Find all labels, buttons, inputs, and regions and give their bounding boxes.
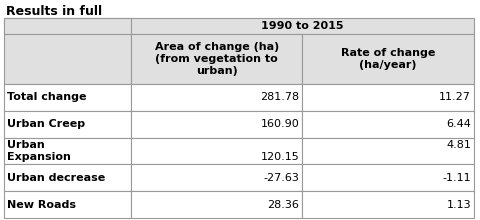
Text: Urban decrease: Urban decrease (7, 173, 105, 183)
Bar (131, 34, 302, 84)
Bar (4, 111, 131, 138)
Text: 11.27: 11.27 (439, 92, 471, 102)
Text: Area of change (ha)
(from vegetation to
urban): Area of change (ha) (from vegetation to … (155, 42, 279, 76)
Text: Total change: Total change (7, 92, 86, 102)
Bar (302, 111, 474, 138)
Bar (302, 138, 474, 164)
Text: New Roads: New Roads (7, 200, 76, 210)
Text: Expansion: Expansion (7, 152, 71, 162)
Text: -1.11: -1.11 (443, 173, 471, 183)
Text: 281.78: 281.78 (260, 92, 300, 102)
Text: -27.63: -27.63 (264, 173, 300, 183)
Bar (131, 84, 302, 111)
Bar (131, 111, 302, 138)
Text: 1990 to 2015: 1990 to 2015 (261, 21, 344, 31)
Bar (302, 34, 474, 84)
Bar (4, 84, 131, 111)
Text: 28.36: 28.36 (267, 200, 300, 210)
Text: 120.15: 120.15 (261, 152, 300, 162)
Bar (302, 191, 474, 218)
Bar (4, 18, 474, 34)
Bar (131, 138, 302, 164)
Bar (131, 164, 302, 191)
Text: Urban: Urban (7, 140, 45, 150)
Text: 6.44: 6.44 (446, 119, 471, 129)
Bar (302, 84, 474, 111)
Bar (131, 191, 302, 218)
Bar (4, 191, 131, 218)
Text: 160.90: 160.90 (261, 119, 300, 129)
Text: Results in full: Results in full (6, 5, 102, 18)
Bar (4, 34, 131, 84)
Text: Urban Creep: Urban Creep (7, 119, 85, 129)
Bar (4, 18, 131, 34)
Bar (302, 164, 474, 191)
Text: 4.81: 4.81 (446, 140, 471, 150)
Bar (4, 164, 131, 191)
Text: Rate of change
(ha/year): Rate of change (ha/year) (341, 48, 435, 70)
Bar (4, 138, 131, 164)
Text: 1.13: 1.13 (446, 200, 471, 210)
